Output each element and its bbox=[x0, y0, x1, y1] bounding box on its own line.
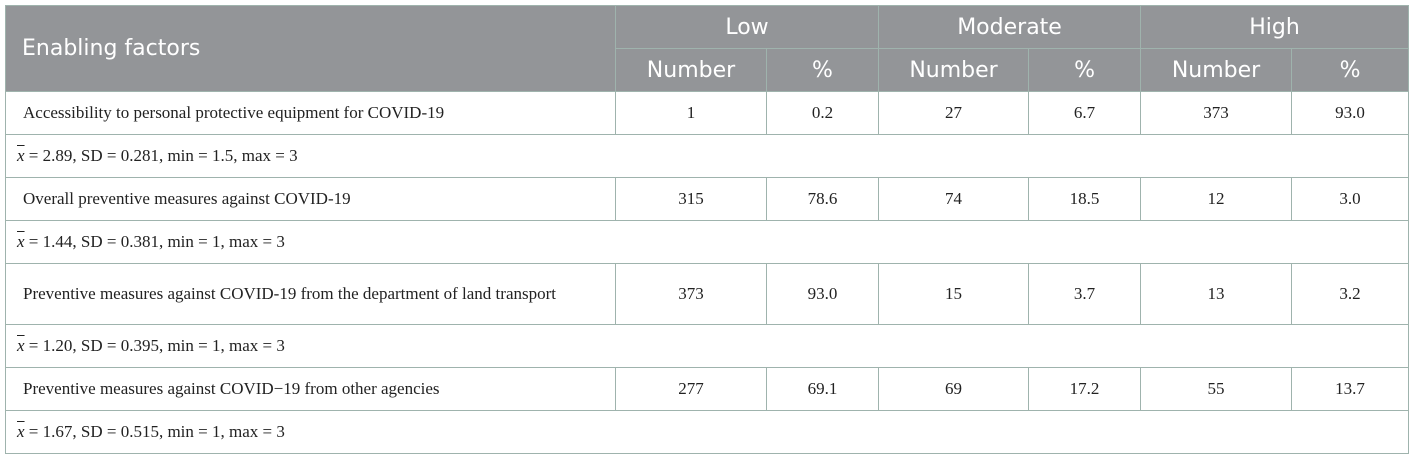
header-high: High bbox=[1140, 5, 1410, 49]
high-number-cell: 373 bbox=[1140, 91, 1293, 135]
low-percent-cell: 69.1 bbox=[765, 367, 880, 411]
header-low-number: Number bbox=[615, 48, 767, 92]
factor-label: Accessibility to personal protective equ… bbox=[5, 91, 616, 135]
mean-symbol: x bbox=[17, 146, 25, 165]
header-moderate-percent: % bbox=[1028, 48, 1142, 92]
moderate-number-cell: 74 bbox=[878, 177, 1030, 221]
header-high-number: Number bbox=[1140, 48, 1293, 92]
low-number-cell: 315 bbox=[615, 177, 767, 221]
low-percent-cell: 93.0 bbox=[765, 263, 880, 325]
high-number-cell: 55 bbox=[1140, 367, 1293, 411]
moderate-percent-cell: 6.7 bbox=[1028, 91, 1142, 135]
stats-row: x = 2.89, SD = 0.281, min = 1.5, max = 3 bbox=[4, 134, 1410, 178]
factor-label: Overall preventive measures against COVI… bbox=[5, 177, 616, 221]
high-number-cell: 12 bbox=[1140, 177, 1293, 221]
header-row-groups: Enabling factors Low Moderate High bbox=[5, 5, 1410, 92]
low-percent-cell: 78.6 bbox=[765, 177, 880, 221]
enabling-factors-table: Enabling factors Low Moderate High Numbe… bbox=[4, 5, 1410, 454]
low-number-cell: 373 bbox=[615, 263, 767, 325]
moderate-percent-cell: 18.5 bbox=[1028, 177, 1142, 221]
header-enabling-factors: Enabling factors bbox=[5, 5, 616, 92]
stats-text: = 1.20, SD = 0.395, min = 1, max = 3 bbox=[24, 336, 285, 355]
factor-label: Preventive measures against COVID−19 fro… bbox=[5, 367, 616, 411]
moderate-percent-cell: 3.7 bbox=[1028, 263, 1142, 325]
mean-symbol: x bbox=[17, 422, 25, 441]
moderate-percent-cell: 17.2 bbox=[1028, 367, 1142, 411]
table-row: Preventive measures against COVID-19 fro… bbox=[5, 263, 1410, 325]
header-low-percent: % bbox=[765, 48, 880, 92]
high-percent-cell: 3.2 bbox=[1291, 263, 1410, 325]
mean-symbol: x bbox=[17, 232, 25, 251]
header-row-subcolumns: Number % Number % Number % bbox=[6, 48, 1410, 92]
stats-text: = 1.44, SD = 0.381, min = 1, max = 3 bbox=[24, 232, 285, 251]
low-number-cell: 1 bbox=[615, 91, 767, 135]
stats-cell: x = 1.44, SD = 0.381, min = 1, max = 3 bbox=[4, 220, 1410, 264]
stats-text: = 1.67, SD = 0.515, min = 1, max = 3 bbox=[24, 422, 285, 441]
moderate-number-cell: 27 bbox=[878, 91, 1030, 135]
table-row: Preventive measures against COVID−19 fro… bbox=[5, 367, 1410, 411]
low-number-cell: 277 bbox=[615, 367, 767, 411]
stats-row: x = 1.20, SD = 0.395, min = 1, max = 3 bbox=[4, 324, 1410, 368]
moderate-number-cell: 69 bbox=[878, 367, 1030, 411]
high-number-cell: 13 bbox=[1140, 263, 1293, 325]
high-percent-cell: 93.0 bbox=[1291, 91, 1410, 135]
high-percent-cell: 13.7 bbox=[1291, 367, 1410, 411]
stats-row: x = 1.67, SD = 0.515, min = 1, max = 3 bbox=[4, 410, 1410, 454]
stats-cell: x = 2.89, SD = 0.281, min = 1.5, max = 3 bbox=[4, 134, 1410, 178]
stats-text: = 2.89, SD = 0.281, min = 1.5, max = 3 bbox=[24, 146, 298, 165]
mean-symbol: x bbox=[17, 336, 25, 355]
high-percent-cell: 3.0 bbox=[1291, 177, 1410, 221]
moderate-number-cell: 15 bbox=[878, 263, 1030, 325]
header-high-percent: % bbox=[1291, 48, 1410, 92]
factor-label: Preventive measures against COVID-19 fro… bbox=[5, 263, 616, 325]
table-row: Overall preventive measures against COVI… bbox=[5, 177, 1410, 221]
table-row: Accessibility to personal protective equ… bbox=[5, 91, 1410, 135]
header-moderate: Moderate bbox=[878, 5, 1142, 49]
stats-cell: x = 1.20, SD = 0.395, min = 1, max = 3 bbox=[4, 324, 1410, 368]
header-moderate-number: Number bbox=[878, 48, 1030, 92]
stats-cell: x = 1.67, SD = 0.515, min = 1, max = 3 bbox=[4, 410, 1410, 454]
header-low: Low bbox=[614, 5, 880, 49]
low-percent-cell: 0.2 bbox=[765, 91, 880, 135]
stats-row: x = 1.44, SD = 0.381, min = 1, max = 3 bbox=[4, 220, 1410, 264]
